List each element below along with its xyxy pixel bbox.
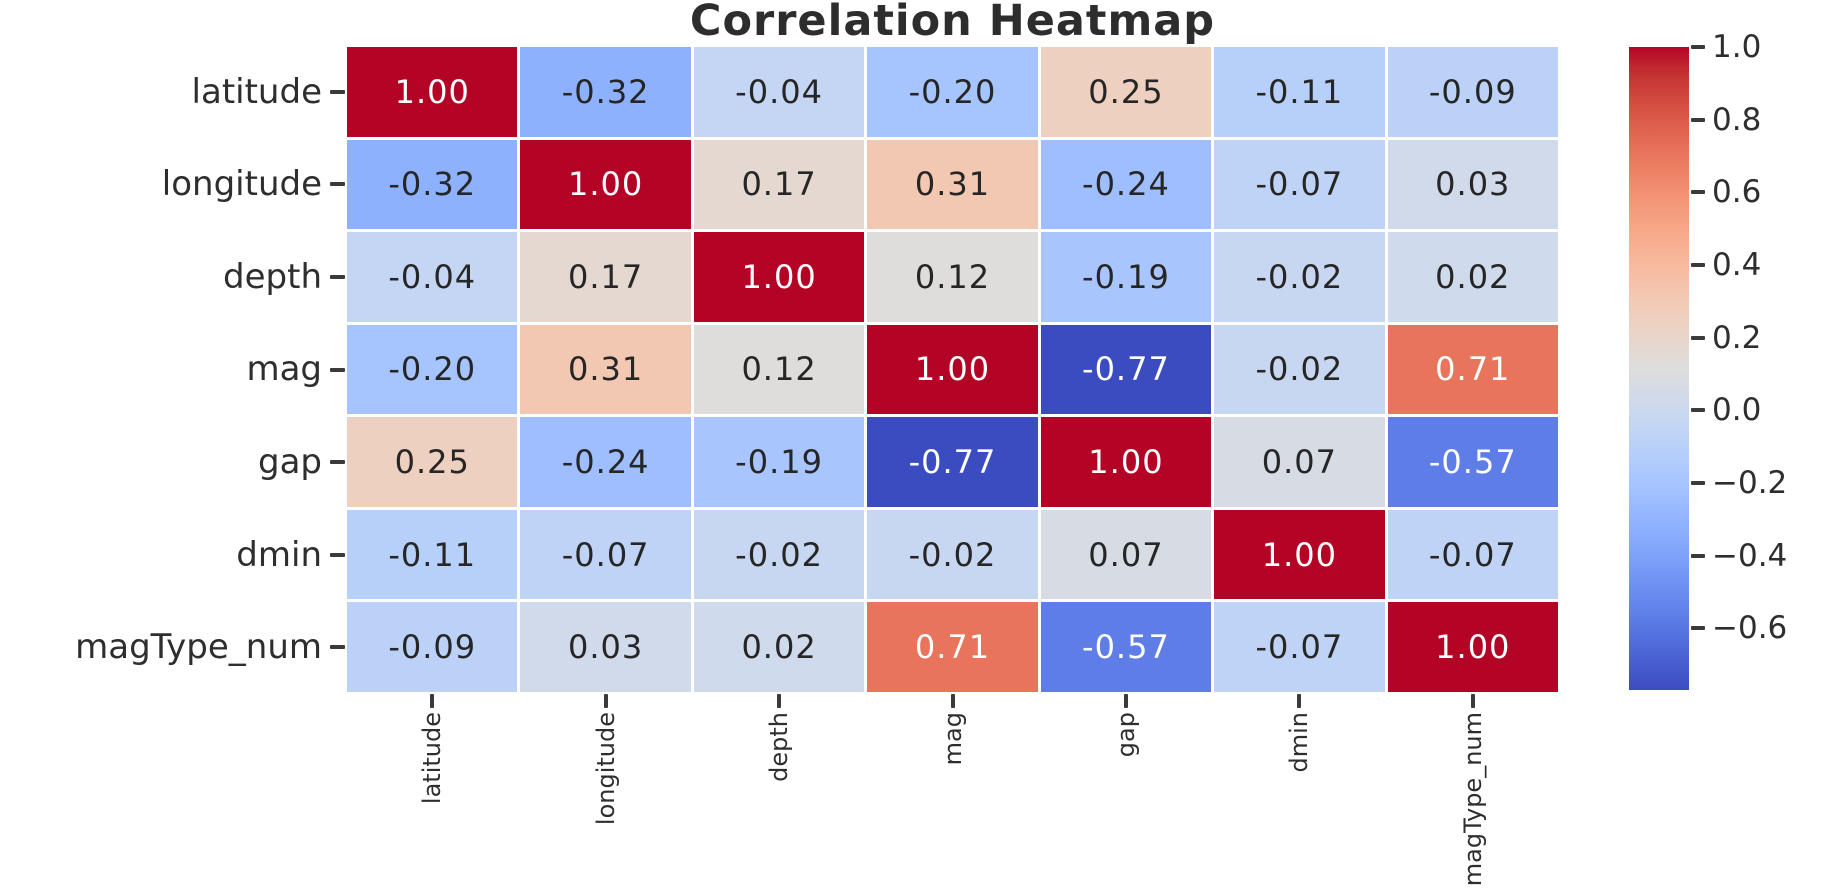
x-tick-label: longitude [591, 712, 620, 826]
colorbar-tick-label: −0.6 [1712, 610, 1788, 647]
heatmap-cell: 1.00 [1387, 602, 1558, 692]
colorbar-tick-mark [1691, 335, 1705, 340]
heatmap-cell: 1.00 [867, 324, 1038, 415]
heatmap-cell: -0.32 [347, 139, 518, 230]
x-tick-label: mag [938, 712, 967, 766]
colorbar-tick-mark [1691, 262, 1705, 267]
heatmap-cell: -0.77 [867, 417, 1038, 507]
colorbar-gradient [1629, 47, 1689, 690]
heatmap-cell: -0.02 [867, 509, 1038, 600]
heatmap-cell: -0.19 [693, 417, 865, 507]
chart-title: Correlation Heatmap [689, 0, 1216, 46]
heatmap-cell: -0.09 [1387, 47, 1558, 137]
heatmap-cell: 0.31 [867, 139, 1038, 230]
heatmap-cell: 0.03 [520, 602, 691, 692]
colorbar-tick-mark [1691, 553, 1705, 558]
x-tick-mark [1297, 694, 1302, 708]
heatmap-cell: -0.57 [1040, 602, 1212, 692]
y-tick-mark [330, 460, 345, 465]
colorbar-tick-mark [1691, 480, 1705, 485]
x-tick-label: dmin [1285, 712, 1314, 773]
heatmap-cell: -0.02 [693, 509, 865, 600]
heatmap-cell: -0.04 [693, 47, 865, 137]
heatmap-cell: 0.02 [693, 602, 865, 692]
colorbar-tick-mark [1691, 117, 1705, 122]
colorbar-tick-label: 0.8 [1712, 101, 1762, 138]
heatmap-cell: -0.32 [520, 47, 691, 137]
y-tick-label: dmin [236, 534, 322, 575]
x-tick-mark [603, 694, 608, 708]
colorbar-tick-label: −0.2 [1712, 464, 1788, 501]
heatmap-cell: -0.11 [347, 509, 518, 600]
y-tick-label: depth [223, 256, 322, 297]
heatmap-cell: -0.20 [347, 324, 518, 415]
x-tick-mark [777, 694, 782, 708]
heatmap-cell: -0.02 [1214, 324, 1385, 415]
x-tick-mark [1470, 694, 1475, 708]
heatmap-cell: 1.00 [693, 232, 865, 322]
heatmap-cell: -0.07 [520, 509, 691, 600]
y-tick-label: latitude [191, 71, 322, 112]
heatmap-cell: 0.71 [1387, 324, 1558, 415]
y-tick-mark [330, 182, 345, 187]
heatmap-cell: 0.25 [1040, 47, 1212, 137]
colorbar-tick-label: −0.4 [1712, 537, 1788, 574]
x-tick-label: latitude [418, 712, 447, 805]
colorbar-tick-label: 1.0 [1712, 29, 1762, 65]
y-tick-mark [330, 552, 345, 557]
heatmap-cell: 0.25 [347, 417, 518, 507]
heatmap-cell: 0.07 [1040, 509, 1212, 600]
colorbar-tick-label: 0.0 [1712, 392, 1762, 429]
heatmap-cell: -0.04 [347, 232, 518, 322]
heatmap-cell: -0.20 [867, 47, 1038, 137]
x-tick-label: gap [1111, 712, 1140, 758]
y-tick-label: mag [246, 349, 322, 390]
heatmap-cell: 1.00 [1214, 509, 1385, 600]
heatmap-cell: -0.24 [520, 417, 691, 507]
heatmap-cell: 0.12 [867, 232, 1038, 322]
colorbar-tick-mark [1691, 408, 1705, 413]
colorbar-tick-mark [1691, 190, 1705, 195]
heatmap-cell: -0.24 [1040, 139, 1212, 230]
heatmap-cell: 0.71 [867, 602, 1038, 692]
heatmap-cell: -0.11 [1214, 47, 1385, 137]
y-tick-mark [330, 274, 345, 279]
x-tick-mark [1123, 694, 1128, 708]
heatmap-cell: -0.07 [1387, 509, 1558, 600]
y-tick-mark [330, 367, 345, 372]
x-tick-mark [430, 694, 435, 708]
y-tick-label: longitude [161, 164, 322, 205]
heatmap-cell: -0.19 [1040, 232, 1212, 322]
heatmap-cell: -0.07 [1214, 139, 1385, 230]
heatmap-cell: 0.12 [693, 324, 865, 415]
heatmap-cell: 1.00 [347, 47, 518, 137]
heatmap-cell: 0.02 [1387, 232, 1558, 322]
heatmap-cell: -0.57 [1387, 417, 1558, 507]
colorbar-tick-mark [1691, 45, 1705, 49]
colorbar-tick-mark [1691, 626, 1705, 631]
heatmap-grid: 1.00 -0.32 -0.04 -0.20 0.25 -0.11 -0.09 -0.32 1.… [347, 47, 1558, 692]
x-tick-label: magType_num [1458, 712, 1487, 887]
heatmap-cell: -0.77 [1040, 324, 1212, 415]
heatmap-cell: 0.31 [520, 324, 691, 415]
heatmap-cell: -0.02 [1214, 232, 1385, 322]
heatmap-cell: 0.17 [693, 139, 865, 230]
y-tick-mark [330, 645, 345, 650]
heatmap-cell: 1.00 [520, 139, 691, 230]
x-tick-mark [950, 694, 955, 708]
heatmap-cell: 0.07 [1214, 417, 1385, 507]
colorbar-tick-label: 0.6 [1712, 174, 1762, 211]
x-tick-label: depth [765, 712, 794, 782]
heatmap-cell: -0.07 [1214, 602, 1385, 692]
colorbar-tick-label: 0.2 [1712, 319, 1762, 356]
y-tick-mark [330, 89, 345, 94]
y-tick-label: magType_num [75, 627, 322, 668]
heatmap-cell: 0.03 [1387, 139, 1558, 230]
heatmap-cell: 1.00 [1040, 417, 1212, 507]
heatmap-cell: 0.17 [520, 232, 691, 322]
y-tick-label: gap [258, 442, 322, 483]
heatmap-cell: -0.09 [347, 602, 518, 692]
colorbar-tick-label: 0.4 [1712, 246, 1762, 283]
